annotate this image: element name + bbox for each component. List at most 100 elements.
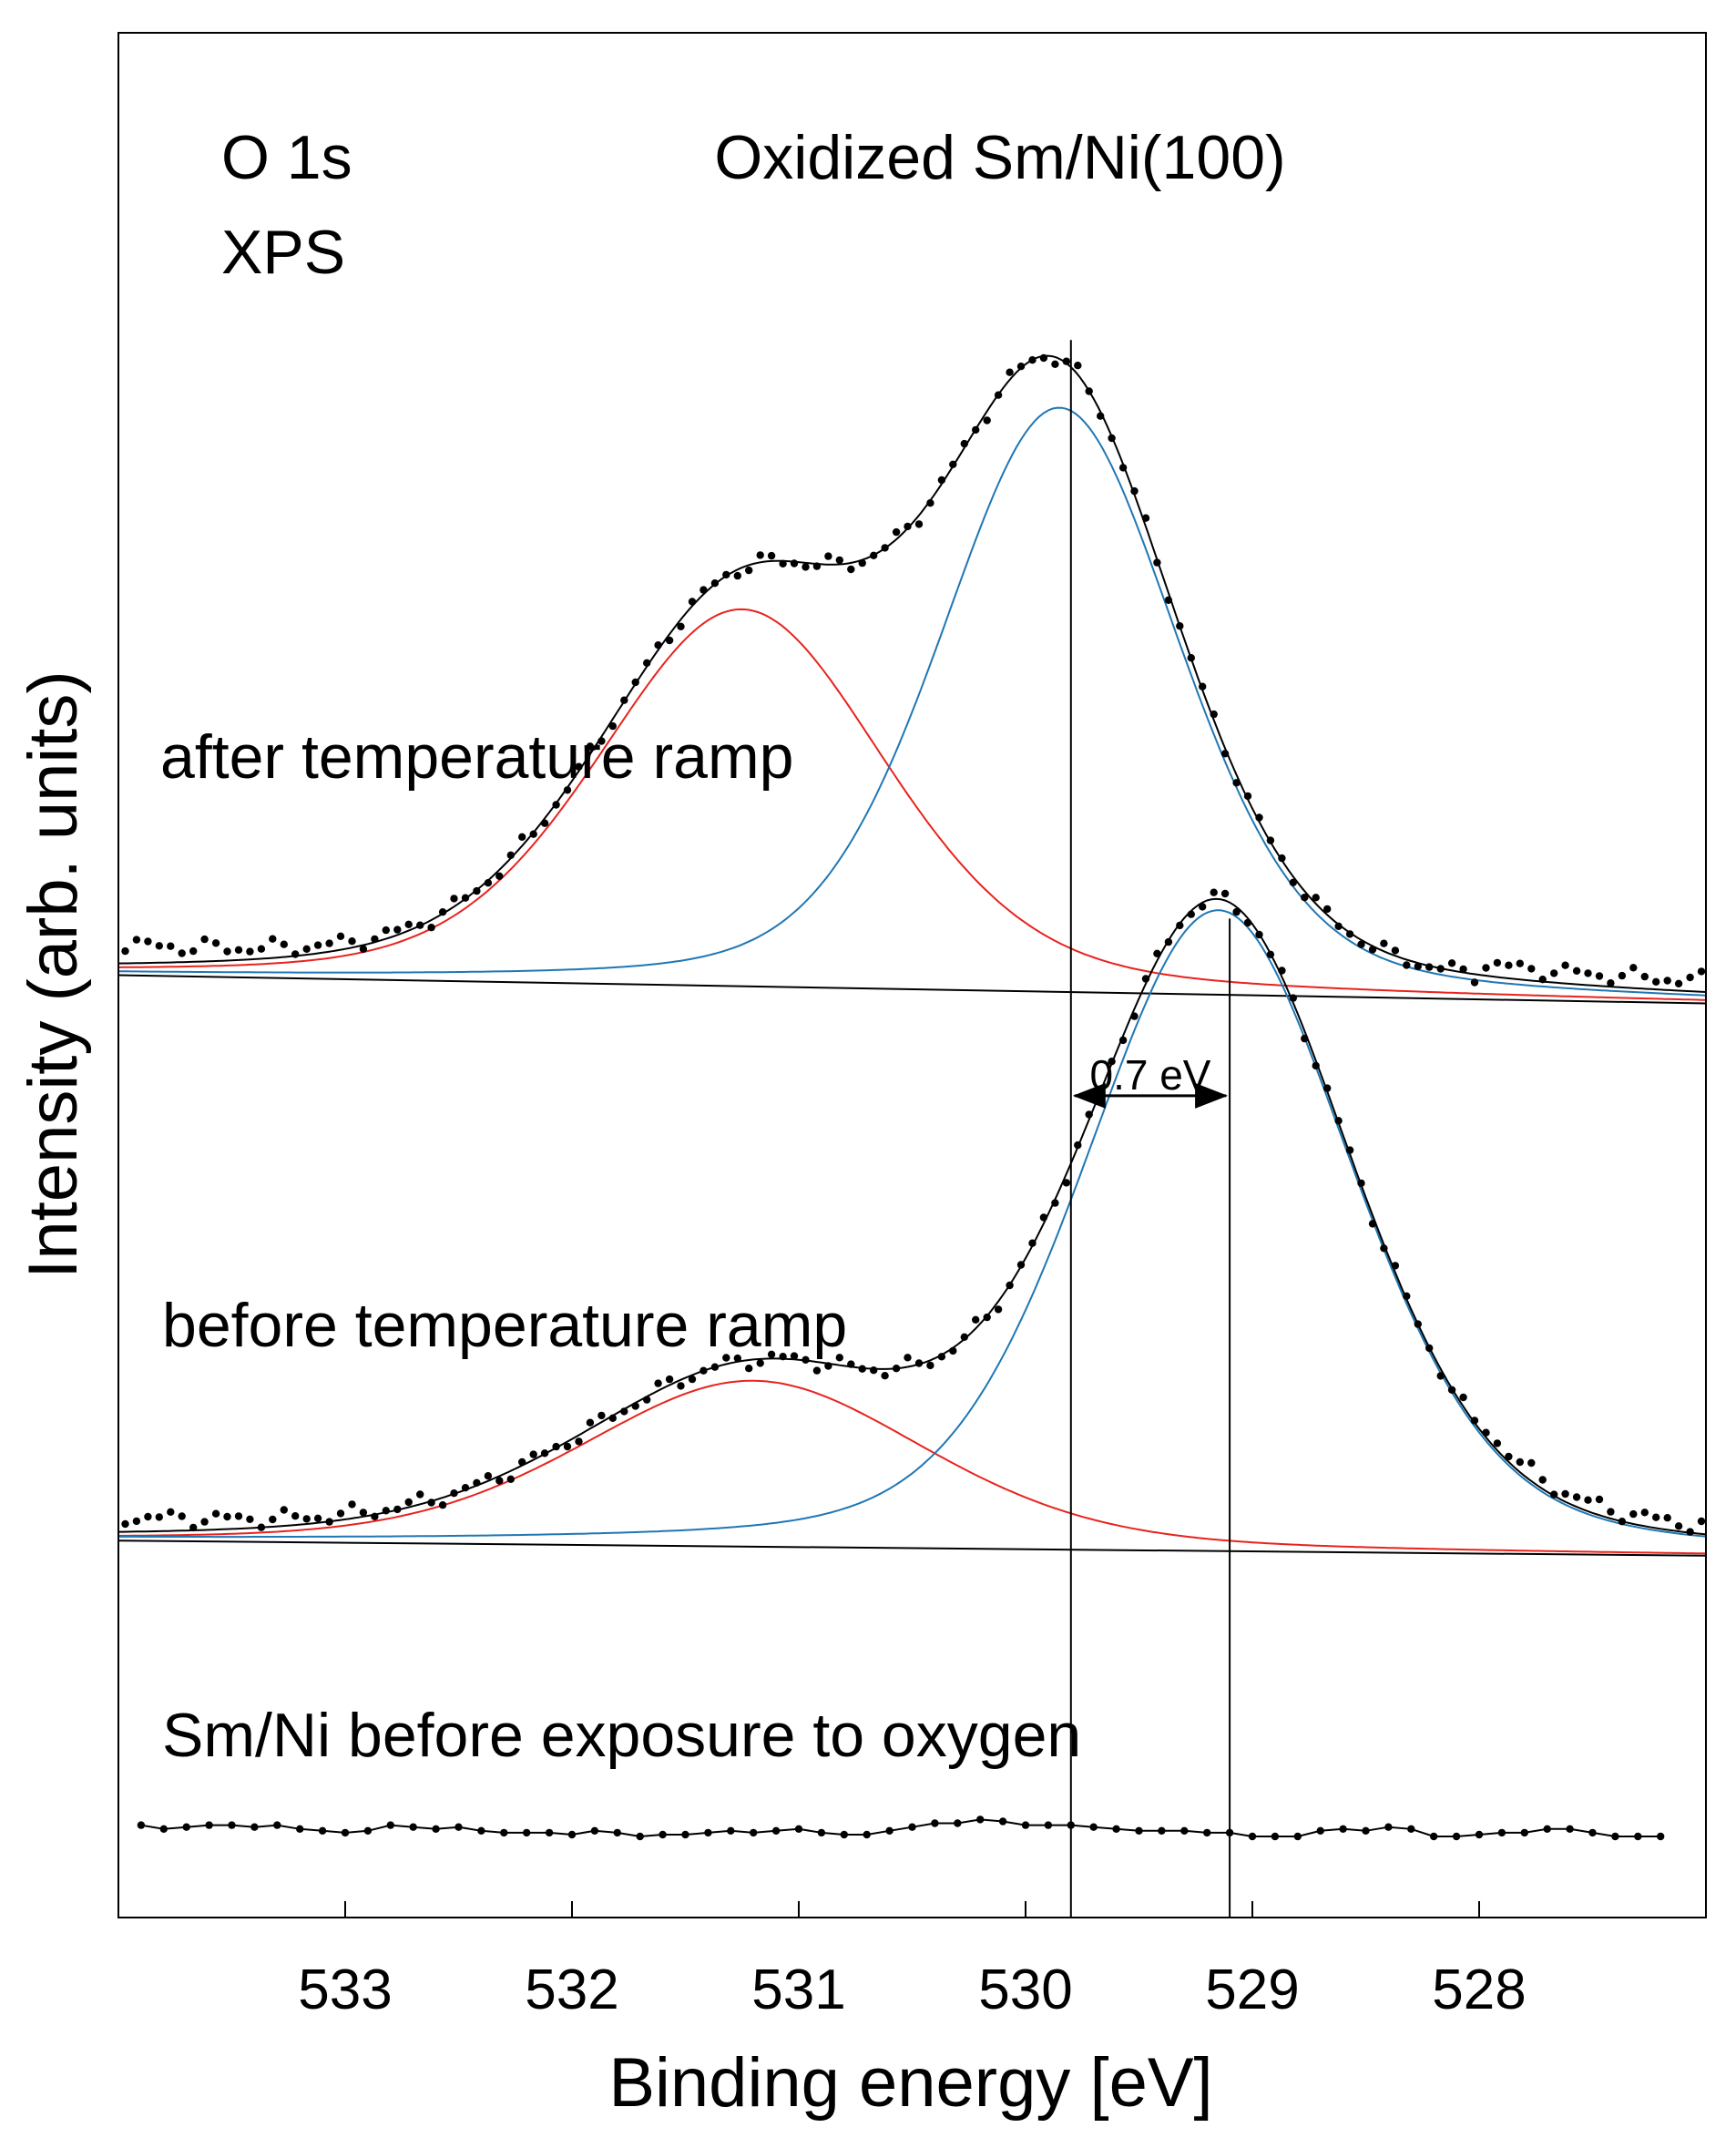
spectrum-label-before: before temperature ramp bbox=[162, 1291, 847, 1360]
data-point-1 bbox=[824, 1362, 832, 1370]
data-point-0 bbox=[983, 416, 991, 424]
data-point-1 bbox=[1062, 1179, 1071, 1187]
data-point-1 bbox=[745, 1365, 753, 1373]
data-point-1 bbox=[473, 1478, 481, 1488]
data-point-1 bbox=[904, 1354, 912, 1362]
clean-data-point bbox=[1089, 1823, 1098, 1831]
data-point-1 bbox=[631, 1402, 639, 1410]
data-point-1 bbox=[1039, 1213, 1048, 1222]
data-point-0 bbox=[144, 937, 152, 946]
data-point-1 bbox=[608, 1414, 617, 1423]
data-point-1 bbox=[1482, 1428, 1490, 1437]
data-point-1 bbox=[506, 1475, 515, 1484]
data-point-0 bbox=[1312, 894, 1320, 902]
data-point-0 bbox=[1016, 363, 1026, 371]
data-point-0 bbox=[1459, 965, 1467, 974]
data-point-0 bbox=[1538, 976, 1547, 984]
data-point-0 bbox=[1697, 967, 1706, 976]
clean-data-point bbox=[931, 1819, 939, 1827]
data-point-1 bbox=[1368, 1220, 1377, 1228]
data-point-0 bbox=[597, 737, 606, 745]
data-point-1 bbox=[597, 1411, 606, 1420]
data-point-1 bbox=[665, 1375, 674, 1384]
clean-data-point bbox=[1407, 1825, 1415, 1834]
data-point-1 bbox=[1199, 903, 1207, 911]
clean-data-point bbox=[182, 1823, 190, 1831]
data-point-0 bbox=[937, 476, 946, 485]
data-point-1 bbox=[1595, 1495, 1604, 1504]
data-point-0 bbox=[269, 935, 277, 943]
data-point-1 bbox=[677, 1382, 685, 1390]
data-point-1 bbox=[643, 1396, 651, 1404]
data-point-0 bbox=[1323, 905, 1332, 914]
data-point-1 bbox=[1187, 910, 1196, 918]
data-point-1 bbox=[1403, 1292, 1411, 1301]
data-point-1 bbox=[189, 1523, 198, 1532]
data-point-0 bbox=[1176, 622, 1184, 630]
data-point-0 bbox=[257, 945, 266, 953]
data-point-1 bbox=[257, 1523, 266, 1531]
clean-data-point bbox=[1158, 1826, 1166, 1836]
data-point-0 bbox=[1232, 779, 1241, 787]
data-point-1 bbox=[371, 1512, 379, 1521]
data-point-0 bbox=[167, 942, 175, 950]
data-point-0 bbox=[1266, 836, 1275, 844]
data-point-1 bbox=[1470, 1417, 1479, 1425]
data-point-0 bbox=[121, 946, 129, 956]
data-point-0 bbox=[881, 544, 889, 552]
data-point-1 bbox=[960, 1333, 969, 1342]
data-point-0 bbox=[132, 936, 141, 944]
data-point-0 bbox=[960, 439, 969, 448]
data-point-0 bbox=[949, 460, 957, 468]
data-point-0 bbox=[552, 801, 560, 809]
data-point-0 bbox=[1334, 922, 1343, 930]
data-point-1 bbox=[416, 1490, 424, 1498]
clean-data-point bbox=[1112, 1825, 1120, 1834]
chart-title: Oxidized Sm/Ni(100) bbox=[714, 123, 1285, 192]
data-point-0 bbox=[631, 678, 639, 687]
data-point-0 bbox=[608, 721, 617, 731]
data-point-0 bbox=[427, 924, 435, 932]
data-point-0 bbox=[1243, 792, 1252, 801]
x-tick-label: 532 bbox=[525, 1959, 618, 2021]
data-point-0 bbox=[1108, 434, 1116, 443]
data-point-1 bbox=[983, 1313, 991, 1322]
data-point-0 bbox=[518, 833, 526, 841]
data-point-0 bbox=[1153, 558, 1161, 567]
data-point-1 bbox=[1006, 1281, 1014, 1290]
clean-data-point bbox=[1611, 1832, 1619, 1841]
data-point-0 bbox=[211, 939, 220, 947]
data-point-0 bbox=[914, 520, 924, 528]
clean-data-point bbox=[523, 1828, 531, 1837]
y-axis-label: Intensity (arb. units) bbox=[15, 670, 92, 1278]
clean-data-point bbox=[885, 1826, 894, 1836]
data-point-1 bbox=[1584, 1496, 1592, 1504]
data-point-1 bbox=[1141, 975, 1150, 983]
data-point-1 bbox=[1176, 921, 1184, 930]
shift-arrowhead-right bbox=[1195, 1082, 1229, 1109]
data-point-0 bbox=[1550, 969, 1558, 977]
data-point-0 bbox=[1572, 967, 1581, 976]
data-point-1 bbox=[892, 1365, 901, 1373]
data-point-1 bbox=[438, 1501, 447, 1509]
clean-data-point bbox=[1520, 1828, 1529, 1837]
data-point-1 bbox=[404, 1498, 413, 1507]
data-point-0 bbox=[1255, 813, 1263, 822]
data-point-0 bbox=[994, 391, 1003, 399]
data-point-1 bbox=[994, 1305, 1003, 1314]
data-point-0 bbox=[733, 571, 741, 580]
data-point-0 bbox=[1414, 962, 1423, 971]
clean-data-point bbox=[1293, 1832, 1302, 1841]
data-point-1 bbox=[495, 1477, 504, 1485]
technique-label: XPS bbox=[221, 218, 345, 287]
data-point-1 bbox=[1028, 1239, 1036, 1247]
data-point-1 bbox=[1572, 1493, 1581, 1501]
data-point-1 bbox=[1618, 1518, 1627, 1526]
clean-data-point bbox=[704, 1828, 712, 1837]
data-point-0 bbox=[1482, 964, 1490, 972]
data-point-1 bbox=[858, 1365, 866, 1373]
data-point-1 bbox=[1561, 1489, 1569, 1498]
data-point-0 bbox=[1505, 961, 1513, 969]
data-point-1 bbox=[121, 1519, 129, 1529]
data-point-1 bbox=[234, 1512, 243, 1520]
